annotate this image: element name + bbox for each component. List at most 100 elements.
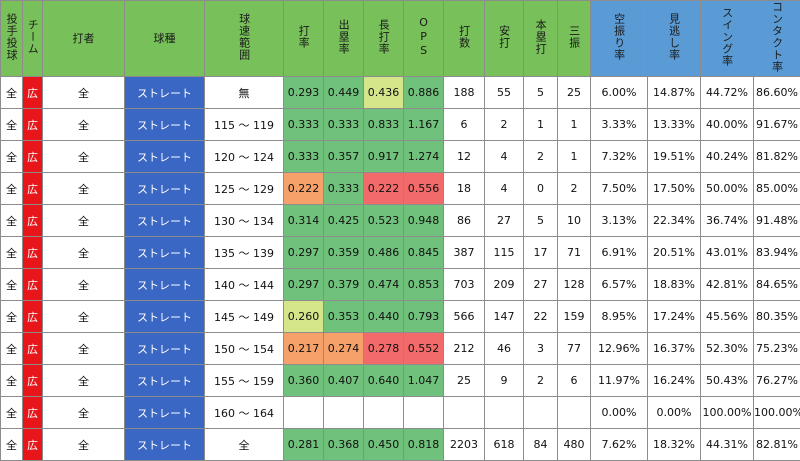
cell-obp[interactable]: 0.449	[324, 77, 364, 109]
cell-hr[interactable]: 5	[524, 77, 558, 109]
header-swing[interactable]: スイング率	[701, 1, 754, 77]
cell-ab[interactable]: 6	[444, 109, 485, 141]
cell-team[interactable]: 広	[23, 429, 43, 461]
header-ops[interactable]: OPS	[404, 1, 444, 77]
cell-ab[interactable]: 212	[444, 333, 485, 365]
cell-team[interactable]: 広	[23, 173, 43, 205]
cell-avg[interactable]: 0.333	[284, 141, 324, 173]
cell-so[interactable]: 1	[558, 141, 591, 173]
cell-hits[interactable]: 115	[485, 237, 524, 269]
cell-swing[interactable]: 42.81%	[701, 269, 754, 301]
cell-obp[interactable]: 0.407	[324, 365, 364, 397]
cell-avg[interactable]: 0.222	[284, 173, 324, 205]
cell-hr[interactable]: 84	[524, 429, 558, 461]
cell-contact[interactable]: 82.81%	[754, 429, 800, 461]
cell-whiff[interactable]: 0.00%	[591, 397, 648, 429]
cell-ab[interactable]: 86	[444, 205, 485, 237]
cell-hits[interactable]: 4	[485, 141, 524, 173]
cell-so[interactable]: 480	[558, 429, 591, 461]
cell-swing[interactable]: 40.00%	[701, 109, 754, 141]
cell-obp[interactable]: 0.274	[324, 333, 364, 365]
cell-batter[interactable]: 全	[43, 109, 125, 141]
cell-obp[interactable]: 0.333	[324, 173, 364, 205]
cell-pitcher[interactable]: 全	[1, 429, 23, 461]
cell-hits[interactable]: 618	[485, 429, 524, 461]
cell-ops[interactable]: 0.845	[404, 237, 444, 269]
header-whiff[interactable]: 空振り率	[591, 1, 648, 77]
cell-contact[interactable]: 83.94%	[754, 237, 800, 269]
cell-hr[interactable]: 2	[524, 141, 558, 173]
cell-pitcher[interactable]: 全	[1, 301, 23, 333]
cell-whiff[interactable]: 7.32%	[591, 141, 648, 173]
cell-contact[interactable]: 86.60%	[754, 77, 800, 109]
cell-hr[interactable]: 1	[524, 109, 558, 141]
cell-speed-range[interactable]: 135 ～ 139	[205, 237, 284, 269]
cell-batter[interactable]: 全	[43, 173, 125, 205]
cell-hr[interactable]: 22	[524, 301, 558, 333]
cell-obp[interactable]: 0.368	[324, 429, 364, 461]
cell-obp[interactable]: 0.359	[324, 237, 364, 269]
cell-team[interactable]: 広	[23, 77, 43, 109]
cell-contact[interactable]: 81.82%	[754, 141, 800, 173]
cell-looking[interactable]: 16.37%	[648, 333, 701, 365]
cell-slg[interactable]: 0.436	[364, 77, 404, 109]
cell-pitcher[interactable]: 全	[1, 365, 23, 397]
cell-pitcher[interactable]: 全	[1, 237, 23, 269]
cell-avg[interactable]: 0.260	[284, 301, 324, 333]
cell-ops[interactable]: 0.818	[404, 429, 444, 461]
cell-avg[interactable]: 0.297	[284, 269, 324, 301]
cell-whiff[interactable]: 7.50%	[591, 173, 648, 205]
cell-avg[interactable]	[284, 397, 324, 429]
cell-hr[interactable]: 0	[524, 173, 558, 205]
cell-speed-range[interactable]: 140 ～ 144	[205, 269, 284, 301]
cell-ops[interactable]: 1.047	[404, 365, 444, 397]
cell-pitcher[interactable]: 全	[1, 173, 23, 205]
cell-so[interactable]: 1	[558, 109, 591, 141]
cell-speed-range[interactable]: 130 ～ 134	[205, 205, 284, 237]
cell-swing[interactable]: 40.24%	[701, 141, 754, 173]
cell-hits[interactable]: 9	[485, 365, 524, 397]
cell-pitcher[interactable]: 全	[1, 269, 23, 301]
cell-hits[interactable]: 55	[485, 77, 524, 109]
cell-hr[interactable]: 5	[524, 205, 558, 237]
cell-pitcher[interactable]: 全	[1, 109, 23, 141]
cell-ab[interactable]: 25	[444, 365, 485, 397]
header-avg[interactable]: 打率	[284, 1, 324, 77]
header-batter[interactable]: 打者	[43, 1, 125, 77]
cell-speed-range[interactable]: 120 ～ 124	[205, 141, 284, 173]
header-so[interactable]: 三振	[558, 1, 591, 77]
cell-pitch-type[interactable]: ストレート	[125, 77, 205, 109]
cell-speed-range[interactable]: 115 ～ 119	[205, 109, 284, 141]
cell-pitcher[interactable]: 全	[1, 397, 23, 429]
cell-pitcher[interactable]: 全	[1, 205, 23, 237]
cell-so[interactable]	[558, 397, 591, 429]
header-contact[interactable]: コンタクト率	[754, 1, 800, 77]
cell-whiff[interactable]: 11.97%	[591, 365, 648, 397]
cell-ops[interactable]: 1.274	[404, 141, 444, 173]
cell-hr[interactable]	[524, 397, 558, 429]
cell-ops[interactable]: 0.793	[404, 301, 444, 333]
cell-swing[interactable]: 50.00%	[701, 173, 754, 205]
cell-looking[interactable]: 18.83%	[648, 269, 701, 301]
cell-hr[interactable]: 2	[524, 365, 558, 397]
cell-looking[interactable]: 19.51%	[648, 141, 701, 173]
cell-team[interactable]: 広	[23, 269, 43, 301]
cell-hr[interactable]: 27	[524, 269, 558, 301]
cell-contact[interactable]: 85.00%	[754, 173, 800, 205]
cell-whiff[interactable]: 6.00%	[591, 77, 648, 109]
cell-pitcher[interactable]: 全	[1, 77, 23, 109]
cell-ab[interactable]: 12	[444, 141, 485, 173]
cell-avg[interactable]: 0.281	[284, 429, 324, 461]
cell-hits[interactable]: 4	[485, 173, 524, 205]
cell-avg[interactable]: 0.217	[284, 333, 324, 365]
cell-looking[interactable]: 17.50%	[648, 173, 701, 205]
cell-team[interactable]: 広	[23, 365, 43, 397]
cell-batter[interactable]: 全	[43, 205, 125, 237]
cell-slg[interactable]: 0.278	[364, 333, 404, 365]
cell-obp[interactable]: 0.353	[324, 301, 364, 333]
cell-slg[interactable]: 0.474	[364, 269, 404, 301]
cell-ops[interactable]: 0.556	[404, 173, 444, 205]
cell-speed-range[interactable]: 155 ～ 159	[205, 365, 284, 397]
cell-looking[interactable]: 18.32%	[648, 429, 701, 461]
cell-pitch-type[interactable]: ストレート	[125, 109, 205, 141]
